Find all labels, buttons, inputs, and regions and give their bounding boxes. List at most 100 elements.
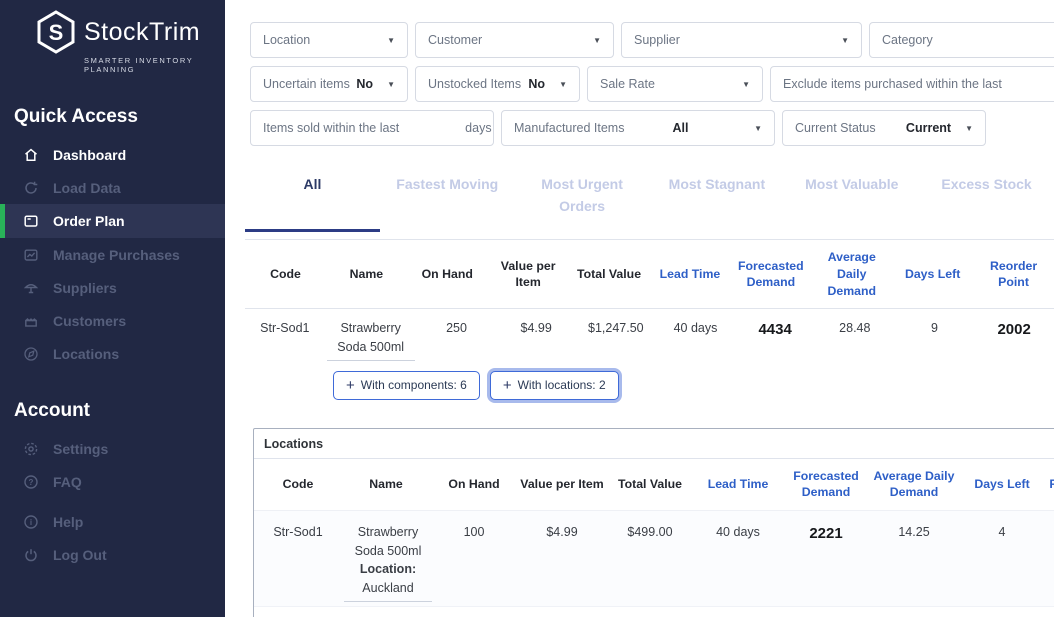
column-header-total-value: Total Value	[617, 476, 682, 491]
supplier-filter-label: Supplier	[634, 33, 680, 47]
locations-panel: Locations Code Name On Hand Value per It…	[253, 427, 1054, 617]
row-lead-time: 40 days	[673, 321, 718, 336]
home-icon	[22, 146, 39, 163]
with-components-label: With components: 6	[360, 378, 467, 393]
manufactured-items-filter[interactable]: Manufactured Items All ▼	[501, 110, 775, 146]
items-sold-input[interactable]	[407, 115, 466, 141]
column-header-total-value: Total Value	[577, 266, 642, 281]
column-header-reorder-point: Reorder Point	[1049, 476, 1054, 491]
product-name: Strawberry Soda 500ml	[354, 524, 422, 558]
row-reorder-point	[1046, 607, 1054, 617]
row-lead-time: 5 days	[694, 607, 782, 617]
tab-fastest-moving[interactable]: Fastest Moving	[396, 176, 499, 192]
sidebar-item-customers[interactable]: Customers	[0, 304, 225, 337]
customer-filter-label: Customer	[428, 33, 483, 47]
column-header-on-hand: On Hand	[421, 266, 473, 281]
sidebar-item-faq[interactable]: ? FAQ	[0, 465, 225, 498]
expand-buttons: + With components: 6 + With locations: 2	[333, 370, 1054, 400]
uncertain-items-label: Uncertain items	[263, 77, 350, 91]
row-reorder-point	[1046, 511, 1054, 606]
unstocked-items-filter[interactable]: Unstocked Items No ▼	[415, 66, 580, 102]
plus-icon: +	[346, 376, 355, 394]
sidebar-item-manage-purchases[interactable]: Manage Purchases	[0, 238, 225, 271]
category-filter[interactable]: Category ▼	[869, 22, 1054, 58]
sidebar-item-load-data[interactable]: Load Data	[0, 171, 225, 204]
row-code: Str-Sod1	[254, 607, 342, 617]
column-header-lead-time[interactable]: Lead Time	[659, 266, 721, 281]
uncertain-items-value: No	[356, 77, 374, 91]
uncertain-items-filter[interactable]: Uncertain items No ▼	[250, 66, 408, 102]
sidebar-item-help[interactable]: i Help	[0, 505, 225, 538]
row-days-left: 11	[958, 607, 1046, 617]
row-total-value: $499.00	[627, 524, 673, 539]
supplier-icon	[22, 279, 39, 296]
refresh-icon	[22, 179, 39, 196]
row-average-daily-demand: 28.48	[839, 321, 871, 336]
row-on-hand: 100	[463, 524, 485, 539]
sidebar-item-label: Help	[53, 513, 84, 530]
with-components-button[interactable]: + With components: 6	[333, 370, 480, 400]
row-lead-time: 40 days	[716, 524, 760, 539]
plus-icon: +	[502, 376, 512, 394]
sidebar-item-dashboard[interactable]: Dashboard	[0, 138, 225, 171]
chevron-down-icon: ▼	[965, 123, 973, 133]
sidebar-item-label: Order Plan	[53, 213, 125, 229]
manufactured-items-label: Manufactured Items	[514, 121, 625, 135]
table-row: Str-Sod1 Strawberry Soda 500ml 250 $4.99…	[245, 309, 1054, 365]
supplier-filter[interactable]: Supplier ▼	[621, 22, 862, 58]
exclude-purchased-input[interactable]	[1011, 71, 1054, 97]
sale-rate-label: Sale Rate	[600, 77, 655, 91]
row-average-daily-demand: 7.40	[870, 607, 958, 617]
tab-excess-stock[interactable]: Excess Stock	[941, 176, 1032, 192]
exclude-purchased-filter: Exclude items purchased within the last …	[770, 66, 1054, 102]
column-header-forecasted-demand[interactable]: Forecasted Demand	[738, 258, 804, 290]
sidebar-item-locations[interactable]: Locations	[0, 337, 225, 370]
row-average-daily-demand: 14.25	[898, 524, 930, 539]
chevron-down-icon: ▼	[387, 79, 395, 89]
tab-most-stagnant[interactable]: Most Stagnant	[668, 176, 766, 192]
locations-table-row: Str-Sod1 Strawberry Soda 500ml Location:…	[254, 605, 1054, 617]
row-code: Str-Sod1	[273, 524, 323, 539]
unstocked-items-value: No	[528, 77, 546, 91]
current-status-filter[interactable]: Current Status Current ▼	[782, 110, 986, 146]
current-status-label: Current Status	[795, 121, 876, 135]
tab-all[interactable]: All	[245, 161, 380, 233]
column-header-average-daily-demand[interactable]: Average Daily Demand	[827, 250, 876, 298]
tab-most-urgent-orders[interactable]: Most Urgent Orders	[541, 176, 623, 214]
sale-rate-filter[interactable]: Sale Rate ▼	[587, 66, 763, 102]
row-total-value: $1,247.50	[588, 321, 644, 336]
brand: S StockTrim SMARTER INVENTORY PLANNING	[0, 0, 225, 80]
sidebar-item-settings[interactable]: Settings	[0, 432, 225, 465]
svg-text:S: S	[49, 20, 64, 45]
sidebar-item-order-plan[interactable]: Order Plan	[0, 204, 225, 238]
items-sold-label: Items sold within the last	[263, 121, 400, 135]
tab-most-valuable[interactable]: Most Valuable	[805, 176, 899, 192]
product-location-link[interactable]: Strawberry Soda 500ml Location: Auckland	[344, 523, 432, 602]
row-value-per-item: $4.99	[546, 524, 578, 539]
locations-table-header: Code Name On Hand Value per Item Total V…	[254, 459, 1054, 511]
filter-row-3: Items sold within the last days Manufact…	[250, 110, 1054, 146]
gear-icon	[22, 440, 39, 457]
column-header-days-left[interactable]: Days Left	[904, 266, 961, 281]
sidebar-item-suppliers[interactable]: Suppliers	[0, 271, 225, 304]
locations-panel-title: Locations	[254, 429, 1054, 459]
product-name-link[interactable]: Strawberry Soda 500ml	[326, 319, 415, 361]
row-days-left: 4	[998, 524, 1006, 539]
chevron-down-icon: ▼	[841, 35, 849, 45]
chart-icon	[22, 246, 39, 263]
location-filter[interactable]: Location ▼	[250, 22, 408, 58]
row-value-per-item: $4.99	[520, 321, 552, 336]
filter-row-1: Location ▼ Customer ▼ Supplier ▼ Categor…	[250, 22, 1054, 58]
sidebar-item-log-out[interactable]: Log Out	[0, 538, 225, 571]
customer-filter[interactable]: Customer ▼	[415, 22, 614, 58]
with-locations-button[interactable]: + With locations: 2	[489, 370, 619, 400]
column-header-reorder-point[interactable]: Reorder Point	[989, 258, 1038, 290]
info-icon: i	[22, 513, 39, 530]
row-forecasted-demand: 2221	[809, 524, 843, 542]
current-status-value: Current	[905, 121, 952, 135]
column-header-value-per-item: Value per Item	[500, 258, 556, 290]
location-name: Auckland	[362, 581, 414, 596]
chevron-down-icon: ▼	[742, 79, 750, 89]
chevron-down-icon: ▼	[754, 123, 762, 133]
items-sold-suffix: days	[465, 121, 492, 135]
